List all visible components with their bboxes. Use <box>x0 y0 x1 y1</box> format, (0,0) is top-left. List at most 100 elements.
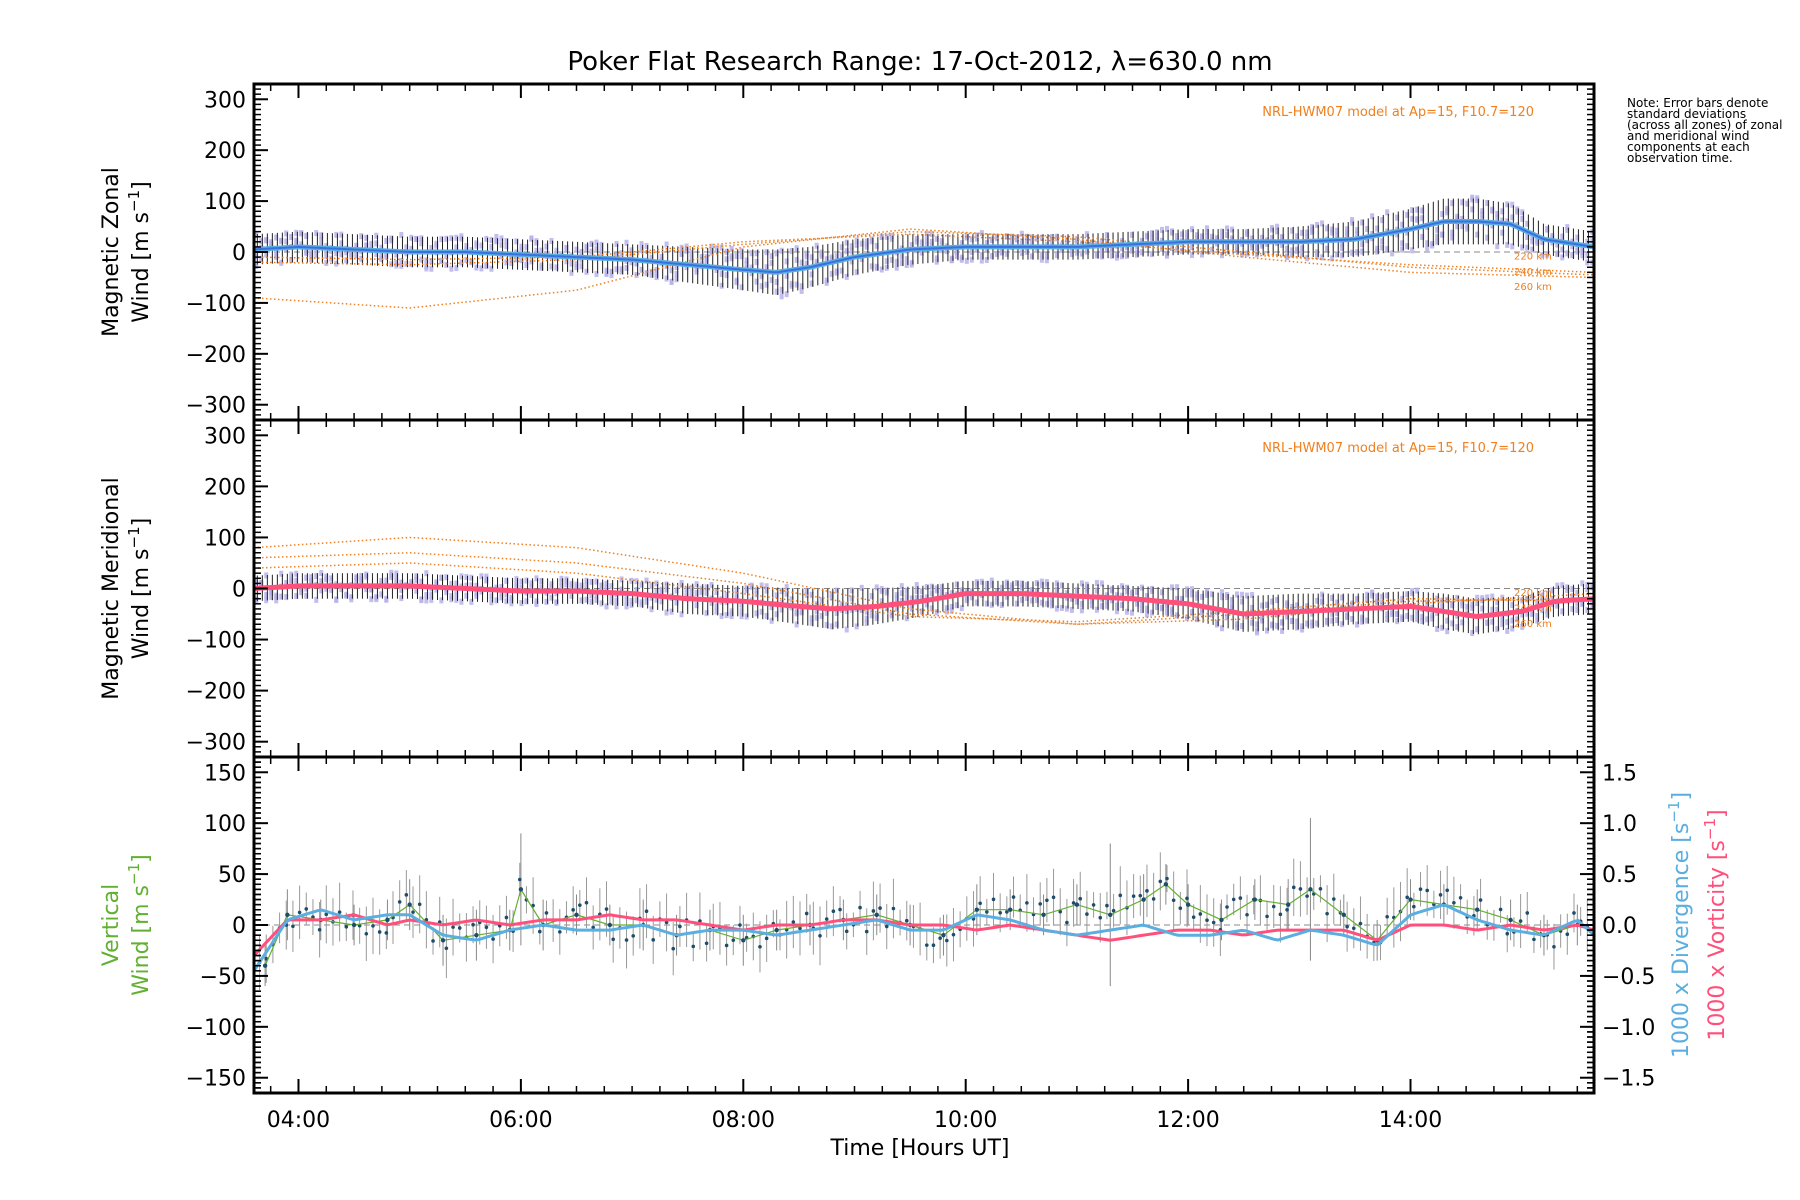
zone-point <box>279 238 284 245</box>
zone-point <box>1490 207 1495 214</box>
zone-point <box>1240 623 1245 630</box>
zone-point <box>469 259 474 266</box>
zone-point <box>929 590 934 597</box>
zone-point <box>364 586 369 593</box>
zone-point <box>1074 598 1079 605</box>
zone-point <box>1129 589 1134 596</box>
zone-point <box>814 608 819 615</box>
zone-point <box>1335 617 1340 624</box>
zone-point <box>834 253 839 260</box>
zone-point <box>374 596 379 603</box>
zone-point <box>1440 231 1445 238</box>
zone-point <box>869 263 874 270</box>
y-vertical-tick-label: 150 <box>204 761 246 786</box>
zone-point <box>384 251 389 258</box>
zone-point <box>284 580 289 587</box>
zone-point <box>1099 580 1104 587</box>
zone-point <box>354 574 359 581</box>
zone-point <box>1490 593 1495 600</box>
zone-point <box>1575 248 1580 255</box>
zone-point <box>899 590 904 597</box>
panel-vertical: −150 −100 −50 0 50 100 150 −1.5 −1.0 −0.5 0.0 0.5 1.… <box>99 755 1730 1133</box>
vertical-point <box>1298 887 1303 891</box>
zone-point <box>1285 254 1290 261</box>
zone-point <box>914 588 919 595</box>
zone-point <box>604 580 609 587</box>
zone-point <box>614 252 619 259</box>
y-axis-label-line2: Wind [m s−1] <box>125 518 154 659</box>
zone-point <box>374 250 379 257</box>
zone-point <box>434 242 439 249</box>
y-vertical-tick-label: −100 <box>186 1016 246 1041</box>
zone-point <box>1190 591 1194 598</box>
zone-point <box>1465 225 1470 232</box>
zone-point <box>569 269 574 276</box>
zone-point <box>1245 592 1250 599</box>
zone-point <box>1270 598 1275 605</box>
zone-point <box>939 589 944 596</box>
zone-point <box>1470 630 1475 637</box>
zone-point <box>354 242 359 249</box>
zone-point <box>1094 587 1099 594</box>
zone-point <box>1315 253 1320 260</box>
zone-point <box>379 577 384 584</box>
zone-point <box>1415 616 1420 623</box>
zone-point <box>1014 579 1019 586</box>
zone-point <box>464 582 469 589</box>
zone-point <box>1495 606 1500 613</box>
zone-point <box>969 248 974 255</box>
zone-point <box>759 283 764 290</box>
zonal-mean-inner-line <box>253 220 1595 274</box>
zone-point <box>304 585 309 592</box>
zone-point <box>1535 599 1540 606</box>
zone-point <box>469 582 474 589</box>
zone-point <box>484 235 489 242</box>
zone-point <box>704 584 709 591</box>
zone-point <box>449 596 454 603</box>
zone-point <box>1310 610 1315 617</box>
zone-point <box>1445 628 1450 635</box>
zone-point <box>1280 241 1285 248</box>
zone-point <box>494 233 499 240</box>
vertical-point <box>1505 931 1510 936</box>
vertical-point <box>804 911 809 916</box>
zone-point <box>489 593 494 600</box>
zone-point <box>1004 233 1009 240</box>
zone-point <box>824 622 829 629</box>
zone-point <box>1039 582 1044 589</box>
zone-point <box>884 233 889 240</box>
zone-point <box>579 582 584 589</box>
zone-point <box>454 596 459 603</box>
zone-point <box>894 605 899 612</box>
vertical-point <box>1071 901 1076 905</box>
zone-point <box>584 596 589 603</box>
zone-point <box>1400 221 1405 228</box>
zone-point <box>1255 244 1260 251</box>
zone-point <box>299 230 304 237</box>
zone-point <box>1190 586 1194 593</box>
zone-point <box>1500 615 1505 622</box>
zone-point <box>629 577 634 584</box>
vertical-point <box>1191 915 1196 919</box>
vertical-point <box>1278 912 1283 917</box>
vertical-point <box>1158 879 1163 884</box>
zone-point <box>1530 610 1535 617</box>
zone-point <box>429 258 434 265</box>
zone-point <box>559 575 564 582</box>
y-meridional-tick-label: 300 <box>204 424 246 449</box>
zone-point <box>1089 597 1094 604</box>
vertical-wind-point <box>1252 897 1258 902</box>
zone-point <box>694 602 699 609</box>
zone-point <box>1395 214 1400 221</box>
zone-point <box>1195 232 1200 239</box>
zone-point <box>539 264 544 271</box>
zone-point <box>1590 584 1595 591</box>
zone-point <box>1159 605 1164 612</box>
zone-point <box>1114 254 1119 261</box>
zone-point <box>709 599 714 606</box>
vertical-point <box>1091 903 1096 907</box>
zone-point <box>1320 591 1325 598</box>
zone-point <box>744 260 749 267</box>
zone-point <box>1240 251 1245 258</box>
zone-point <box>514 583 519 590</box>
